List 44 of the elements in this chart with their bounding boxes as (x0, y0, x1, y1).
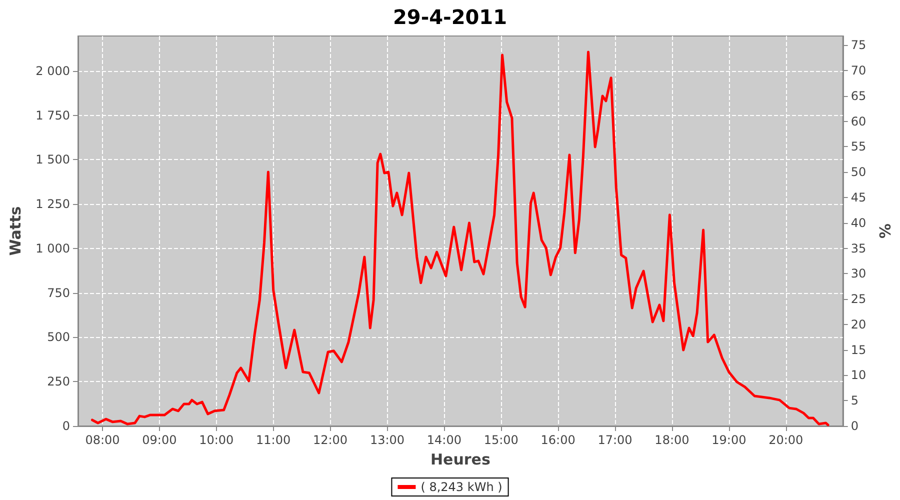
y-axis-title: Watts (6, 206, 24, 256)
y2-tick-label: 50 (850, 165, 866, 180)
y-tick-label: 750 (47, 286, 70, 300)
legend-label: ( 8,243 kWh ) (420, 480, 502, 494)
x-tick-label: 11:00 (256, 433, 291, 447)
y2-axis-title: % (876, 223, 894, 239)
y2-tick-label: 20 (850, 317, 866, 332)
y2-tick-label: 45 (850, 190, 866, 204)
x-tick-label: 10:00 (199, 433, 234, 447)
x-tick-label: 13:00 (370, 433, 405, 447)
line-series (90, 50, 830, 426)
x-tick-label: 14:00 (426, 433, 462, 447)
x-tick-label: 17:00 (598, 433, 632, 447)
y2-tick-label: 35 (850, 241, 866, 256)
y-tick-label: 2 000 (36, 64, 70, 78)
y2-tick-label: 10 (850, 368, 866, 382)
x-tick-label: 09:00 (142, 433, 177, 447)
x-tick-label: 19:00 (712, 433, 746, 447)
x-tick-label: 18:00 (654, 433, 690, 447)
y-tick-label: 0 (62, 419, 70, 433)
chart-title: 29-4-2011 (392, 5, 508, 29)
y2-tick-label: 60 (850, 114, 866, 128)
x-tick-label: 20:00 (768, 433, 804, 447)
x-tick-label: 16:00 (540, 433, 576, 447)
y2-tick-label: 40 (850, 216, 866, 230)
y-tick-label: 1 250 (36, 197, 70, 212)
y-tick-label: 250 (47, 374, 70, 389)
y2-tick-label: 5 (850, 394, 858, 408)
y2-tick-label: 75 (850, 38, 866, 52)
x-tick-label: 15:00 (484, 433, 518, 447)
x-tick-label: 08:00 (85, 433, 120, 447)
y-tick-label: 1 000 (36, 241, 70, 256)
y2-tick-label: 25 (850, 292, 866, 306)
y2-tick-label: 30 (850, 266, 866, 281)
y2-tick-label: 65 (850, 88, 866, 103)
x-axis-title: Heures (430, 450, 490, 468)
y2-tick-label: 70 (850, 64, 866, 78)
y2-tick-label: 15 (850, 342, 866, 357)
y-tick-label: 1 750 (36, 108, 70, 122)
x-tick-label: 12:00 (312, 433, 348, 447)
y-tick-label: 500 (47, 330, 70, 344)
y-tick-label: 1 500 (36, 152, 70, 167)
y2-tick-label: 55 (850, 140, 866, 154)
y2-tick-label: 0 (850, 419, 858, 433)
